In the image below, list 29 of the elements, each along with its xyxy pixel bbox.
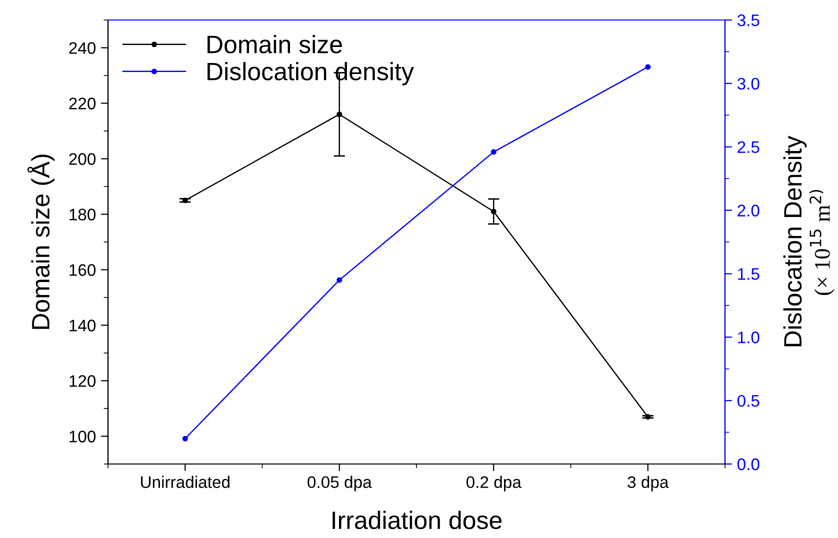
- y2-tick-label: 1.0: [738, 332, 760, 344]
- point: [645, 64, 651, 70]
- x-tick-label: 0.05 dpa: [308, 476, 372, 492]
- point: [182, 436, 188, 442]
- y-tick-label: 240: [69, 42, 96, 54]
- point: [336, 277, 342, 283]
- y2-axis-title: Dislocation Density (× 10$^{15}$ m$^{2)}$: [783, 136, 834, 346]
- x-tick-label: 0.2 dpa: [466, 476, 522, 492]
- y-tick-label: 160: [70, 264, 96, 276]
- legend-label: Dislocation density: [208, 62, 414, 86]
- legend-label: Domain size: [208, 35, 342, 54]
- y2-tick-label: 2.5: [738, 141, 760, 154]
- y-tick-label: 100: [70, 430, 96, 442]
- y-tick-label: 220: [69, 98, 96, 110]
- point: [490, 149, 496, 155]
- x-tick-label: 3 dpa: [628, 476, 669, 492]
- y2-tick-label: 3.0: [737, 78, 760, 90]
- y2-tick-label: 0.5: [737, 394, 760, 407]
- y2-tick-label: 2.0: [738, 204, 760, 216]
- y2-tick-label: 1.5: [738, 268, 760, 280]
- y-axis-title: Domain size (Å): [27, 154, 54, 329]
- y2-tick-label: 0.0: [737, 458, 760, 470]
- y-tick-label: 180: [70, 208, 96, 220]
- x-axis-title: Irradiation dose: [332, 510, 502, 530]
- x-tick-label: Unirradiated: [141, 476, 230, 488]
- y-tick-label: 200: [69, 153, 96, 165]
- y-tick-label: 120: [70, 375, 96, 387]
- y-tick-label: 140: [70, 320, 96, 332]
- y2-tick-label: 3.5: [737, 14, 760, 26]
